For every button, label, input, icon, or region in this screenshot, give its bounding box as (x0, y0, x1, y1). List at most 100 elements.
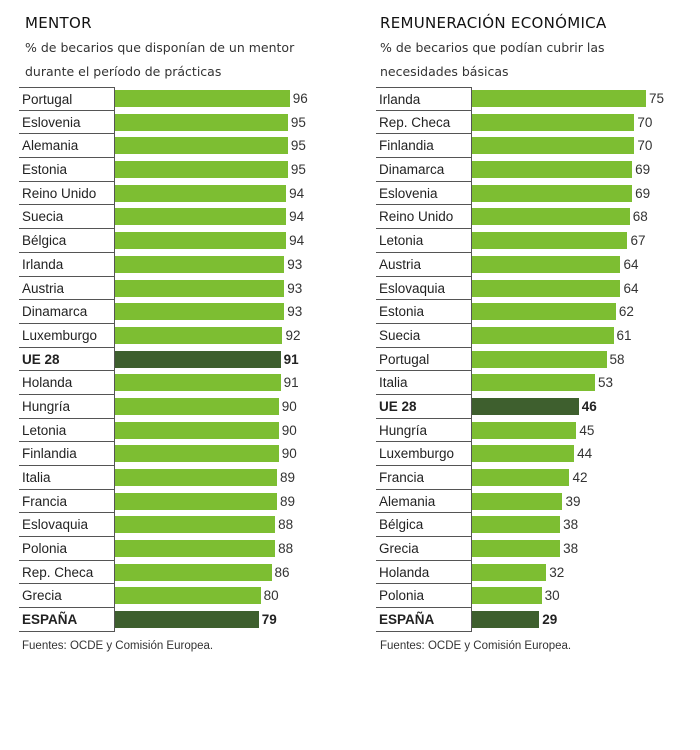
bar (115, 279, 285, 297)
category-label: Holanda (19, 371, 115, 395)
category-label: Holanda (376, 560, 472, 585)
bar (472, 516, 561, 534)
value-label: 53 (597, 375, 613, 391)
bar (115, 469, 277, 486)
bar (472, 279, 621, 297)
category-label: ESPAÑA (376, 608, 472, 632)
value-label: 38 (563, 517, 579, 533)
value-label: 46 (581, 398, 597, 414)
value-label: 79 (261, 612, 277, 628)
bar (115, 208, 287, 226)
bar (472, 184, 633, 202)
bar (472, 161, 633, 179)
value-label: 93 (287, 304, 303, 320)
bar (472, 90, 646, 107)
category-label: Irlanda (376, 87, 472, 111)
bar (472, 421, 577, 439)
bar (472, 232, 628, 250)
category-label: Dinamarca (19, 300, 115, 324)
bar (115, 232, 287, 250)
category-label: Luxemburgo (376, 442, 472, 466)
bar (115, 611, 259, 629)
category-label: Luxemburgo (19, 323, 115, 348)
category-label: UE 28 (19, 347, 115, 372)
category-label: Portugal (376, 347, 472, 372)
category-label: UE 28 (376, 394, 472, 419)
value-label: 92 (285, 327, 301, 343)
category-label: Suecia (19, 205, 115, 230)
value-label: 44 (577, 446, 593, 462)
value-label: 69 (635, 185, 651, 201)
category-label: Italia (19, 466, 115, 490)
category-label: Reino Unido (19, 181, 115, 206)
category-label: Francia (19, 489, 115, 514)
value-label: 32 (549, 564, 565, 580)
source-note: Fuentes: OCDE y Comisión Europea. (380, 640, 572, 652)
value-label: 38 (563, 541, 579, 557)
category-label: Finlandia (19, 442, 115, 466)
value-label: 75 (649, 91, 665, 106)
bar (115, 563, 272, 581)
category-label: Italia (376, 371, 472, 395)
value-label: 94 (289, 233, 305, 249)
value-label: 64 (623, 256, 639, 272)
value-label: 69 (635, 162, 651, 178)
category-label: Estonia (19, 158, 115, 182)
bar (115, 587, 261, 605)
bar (472, 397, 579, 415)
bar (115, 161, 288, 179)
bar (115, 421, 279, 439)
category-label: Grecia (376, 537, 472, 561)
value-label: 80 (263, 588, 279, 604)
bar (472, 326, 614, 344)
value-label: 94 (289, 185, 305, 201)
chart-subtitle-line: necesidades básicas (380, 64, 509, 79)
bar (115, 113, 288, 131)
value-label: 58 (609, 351, 625, 367)
value-label: 93 (287, 280, 303, 296)
value-label: 91 (283, 351, 299, 367)
category-label: ESPAÑA (19, 608, 115, 632)
bar (115, 445, 279, 463)
value-label: 94 (289, 209, 305, 225)
value-label: 39 (565, 493, 581, 509)
chart-subtitle-line: % de becarios que podían cubrir las (380, 40, 605, 55)
value-label: 30 (544, 588, 560, 604)
value-label: 90 (281, 446, 297, 462)
bar (472, 611, 540, 629)
bar (472, 303, 616, 321)
category-label: Grecia (19, 584, 115, 609)
value-label: 89 (279, 470, 295, 485)
bar (115, 350, 281, 368)
category-label: Dinamarca (376, 158, 472, 182)
bar (472, 113, 635, 131)
bar (115, 184, 287, 202)
value-label: 95 (290, 138, 306, 154)
value-label: 61 (616, 327, 632, 343)
bar (115, 90, 290, 107)
value-label: 67 (630, 233, 646, 249)
bar (472, 540, 561, 558)
bar (115, 374, 281, 392)
category-label: Letonia (376, 229, 472, 253)
bar (472, 445, 575, 463)
value-label: 64 (623, 280, 639, 296)
chart-title: REMUNERACIÓN ECONÓMICA (380, 14, 607, 32)
bar (115, 255, 285, 273)
bar (115, 303, 285, 321)
category-label: Polonia (376, 584, 472, 609)
category-label: Finlandia (376, 134, 472, 159)
source-note: Fuentes: OCDE y Comisión Europea. (22, 640, 214, 652)
bar (115, 397, 279, 415)
chart-subtitle-line: durante el período de prácticas (25, 64, 222, 79)
category-label: Letonia (19, 418, 115, 443)
value-label: 29 (542, 612, 558, 628)
chart-title: MENTOR (25, 14, 92, 32)
bar (115, 540, 276, 558)
value-label: 95 (290, 114, 306, 130)
bar (472, 208, 630, 226)
bar (115, 492, 277, 510)
category-label: Bélgica (376, 513, 472, 538)
category-label: Hungría (19, 394, 115, 419)
value-label: 42 (572, 470, 588, 485)
